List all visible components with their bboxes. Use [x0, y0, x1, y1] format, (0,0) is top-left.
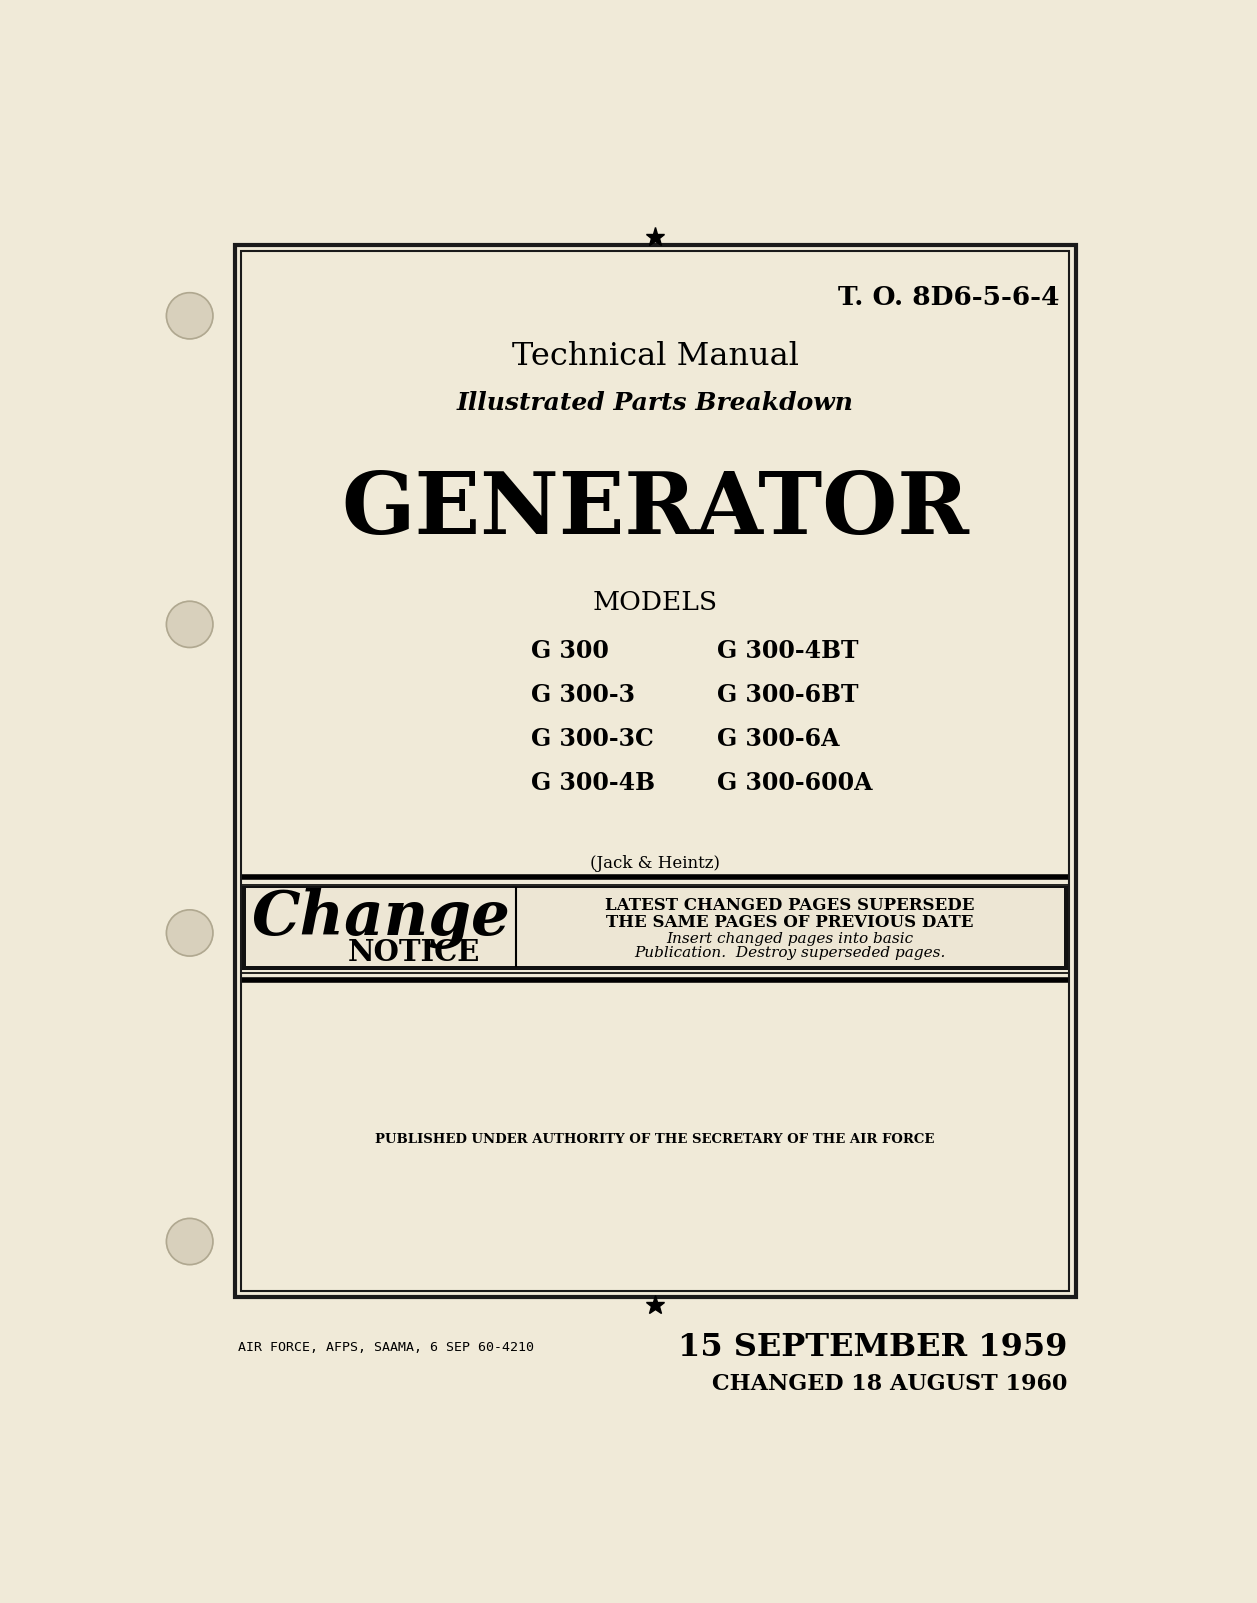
Text: G 300-4B: G 300-4B	[530, 771, 655, 795]
Text: LATEST CHANGED PAGES SUPERSEDE: LATEST CHANGED PAGES SUPERSEDE	[605, 898, 974, 914]
Text: GENERATOR: GENERATOR	[341, 468, 969, 553]
Text: NOTICE: NOTICE	[347, 938, 480, 967]
Text: Change: Change	[251, 888, 510, 949]
Text: G 300-6BT: G 300-6BT	[716, 683, 859, 707]
Text: 15 SEPTEMBER 1959: 15 SEPTEMBER 1959	[679, 1332, 1067, 1363]
Bar	[243, 886, 1067, 970]
Text: CHANGED 18 AUGUST 1960: CHANGED 18 AUGUST 1960	[713, 1374, 1067, 1395]
Text: G 300: G 300	[530, 640, 608, 664]
Text: THE SAME PAGES OF PREVIOUS DATE: THE SAME PAGES OF PREVIOUS DATE	[606, 914, 974, 931]
Circle shape	[166, 1218, 212, 1265]
Text: G 300-3: G 300-3	[530, 683, 635, 707]
Text: AIR FORCE, AFPS, SAAMA, 6 SEP 60-4210: AIR FORCE, AFPS, SAAMA, 6 SEP 60-4210	[239, 1340, 534, 1355]
Bar	[246, 888, 1063, 967]
Text: PUBLISHED UNDER AUTHORITY OF THE SECRETARY OF THE AIR FORCE: PUBLISHED UNDER AUTHORITY OF THE SECRETA…	[376, 1133, 935, 1146]
Text: T. O. 8D6-5-6-4: T. O. 8D6-5-6-4	[838, 285, 1060, 309]
Text: (Jack & Heintz): (Jack & Heintz)	[590, 856, 720, 872]
Text: MODELS: MODELS	[592, 590, 718, 616]
Text: Insert changed pages into basic: Insert changed pages into basic	[666, 933, 914, 946]
Circle shape	[166, 293, 212, 338]
Bar	[235, 245, 1076, 1297]
Text: G 300-6A: G 300-6A	[716, 728, 840, 752]
Circle shape	[166, 911, 212, 955]
Text: G 300-3C: G 300-3C	[530, 728, 654, 752]
Text: Technical Manual: Technical Manual	[512, 341, 798, 372]
Bar	[241, 252, 1070, 1290]
Text: Publication.  Destroy superseded pages.: Publication. Destroy superseded pages.	[635, 946, 945, 960]
Text: G 300-600A: G 300-600A	[716, 771, 872, 795]
Text: Illustrated Parts Breakdown: Illustrated Parts Breakdown	[456, 391, 854, 415]
Circle shape	[166, 601, 212, 648]
Text: G 300-4BT: G 300-4BT	[716, 640, 859, 664]
